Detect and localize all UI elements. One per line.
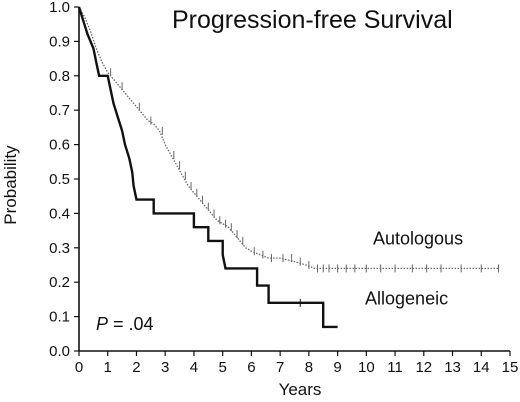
x-axis-label: Years [279,380,322,399]
x-tick-label: 14 [473,359,490,376]
y-axis-label: Probability [1,145,20,225]
series-annotation: Autologous [373,228,463,248]
x-tick-label: 7 [276,359,284,376]
y-tick-label: 0.6 [49,137,70,154]
x-tick-label: 10 [358,359,375,376]
x-tick-label: 8 [305,359,313,376]
series-annotation: Allogeneic [365,289,448,309]
y-tick-label: 1.0 [49,0,70,16]
p-value-symbol: P [96,314,108,334]
x-tick-label: 5 [218,359,226,376]
x-tick-label: 2 [132,359,140,376]
y-tick-label: 0.4 [49,205,70,222]
p-value-text: = .04 [108,314,154,334]
x-tick-label: 6 [247,359,255,376]
x-tick-label: 9 [333,359,341,376]
x-tick-label: 1 [104,359,112,376]
y-tick-label: 0.7 [49,102,70,119]
x-tick-label: 0 [75,359,83,376]
x-tick-label: 15 [502,359,519,376]
y-tick-label: 0.8 [49,68,70,85]
y-tick-label: 0.9 [49,33,70,50]
x-tick-label: 13 [444,359,461,376]
axes: 0 1 2 3 4 5 6 7 8 9 10 11 12 13 14 150.00.10.20.30.40.5… [49,0,518,376]
y-tick-label: 0.1 [49,309,70,326]
y-tick-label: 0.2 [49,274,70,291]
x-tick-label: 11 [387,359,403,376]
annotation-layer: Autologous Allogeneic [365,228,463,308]
p-value: P = .04 [96,314,154,334]
x-tick-label: 12 [415,359,432,376]
y-tick-label: 0.3 [49,240,70,257]
chart-title: Progression-free Survival [172,6,453,34]
x-tick-label: 4 [190,359,198,376]
y-tick-label: 0.5 [49,171,70,188]
x-tick-label: 3 [161,359,169,376]
y-tick-label: 0.0 [49,343,70,360]
series-layer [77,6,500,329]
series-line-allogeneic [77,6,338,329]
